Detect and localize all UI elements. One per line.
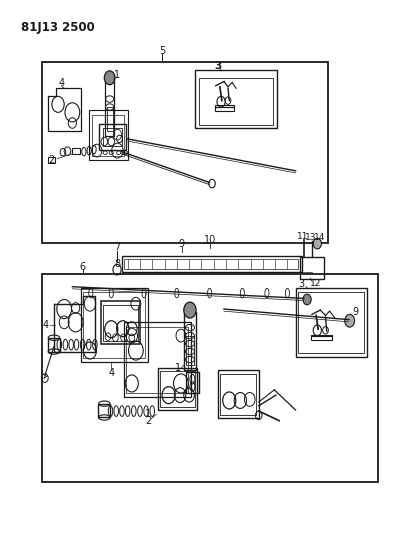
Text: 1: 1 <box>114 70 120 80</box>
Bar <box>89 110 128 160</box>
Bar <box>105 80 114 136</box>
Circle shape <box>303 294 311 305</box>
Text: 2: 2 <box>145 416 151 426</box>
Text: 12: 12 <box>310 279 322 288</box>
Circle shape <box>345 314 355 327</box>
Bar <box>98 403 111 417</box>
Text: 10: 10 <box>203 235 216 245</box>
Circle shape <box>184 302 196 318</box>
Text: 3: 3 <box>214 61 222 70</box>
Circle shape <box>313 238 321 249</box>
Text: 11: 11 <box>297 232 308 241</box>
Bar <box>215 106 234 111</box>
Bar <box>81 288 148 362</box>
Text: 8: 8 <box>114 260 120 269</box>
Bar <box>298 292 364 353</box>
Bar <box>122 256 302 272</box>
Text: 1: 1 <box>175 362 181 373</box>
Bar <box>103 305 138 341</box>
Text: 1: 1 <box>145 409 151 419</box>
Text: 4: 4 <box>108 368 114 378</box>
Text: 4: 4 <box>58 78 65 88</box>
Bar <box>72 149 80 154</box>
Bar <box>107 107 113 131</box>
Bar <box>99 124 126 150</box>
Bar <box>42 62 328 243</box>
Bar <box>300 257 324 279</box>
Bar <box>184 312 196 370</box>
Bar <box>186 336 194 365</box>
Bar <box>296 288 367 357</box>
Text: 14: 14 <box>314 233 325 243</box>
Bar <box>199 78 273 125</box>
Text: 9: 9 <box>179 239 185 248</box>
Bar <box>160 371 195 407</box>
Text: 6: 6 <box>80 262 85 271</box>
Bar <box>195 70 277 128</box>
Bar <box>124 322 191 397</box>
Bar <box>101 301 140 344</box>
Bar <box>92 115 125 157</box>
Text: 5: 5 <box>159 46 166 56</box>
Bar <box>311 335 332 340</box>
Bar <box>42 274 378 482</box>
Bar <box>218 370 259 418</box>
Bar <box>186 372 199 393</box>
Bar <box>48 338 60 352</box>
Bar <box>83 292 145 359</box>
Bar <box>127 327 188 393</box>
Bar <box>48 157 55 164</box>
Bar <box>220 374 256 415</box>
Text: 7: 7 <box>114 242 120 252</box>
Text: 3: 3 <box>299 279 305 289</box>
Bar <box>103 128 122 147</box>
Text: 81J13 2500: 81J13 2500 <box>21 21 95 34</box>
Bar <box>124 259 298 269</box>
Text: 13: 13 <box>305 233 316 242</box>
Text: 9: 9 <box>352 306 358 317</box>
Circle shape <box>104 71 115 85</box>
Bar <box>158 368 197 410</box>
Text: 2: 2 <box>48 155 54 165</box>
Text: 4: 4 <box>43 320 49 330</box>
